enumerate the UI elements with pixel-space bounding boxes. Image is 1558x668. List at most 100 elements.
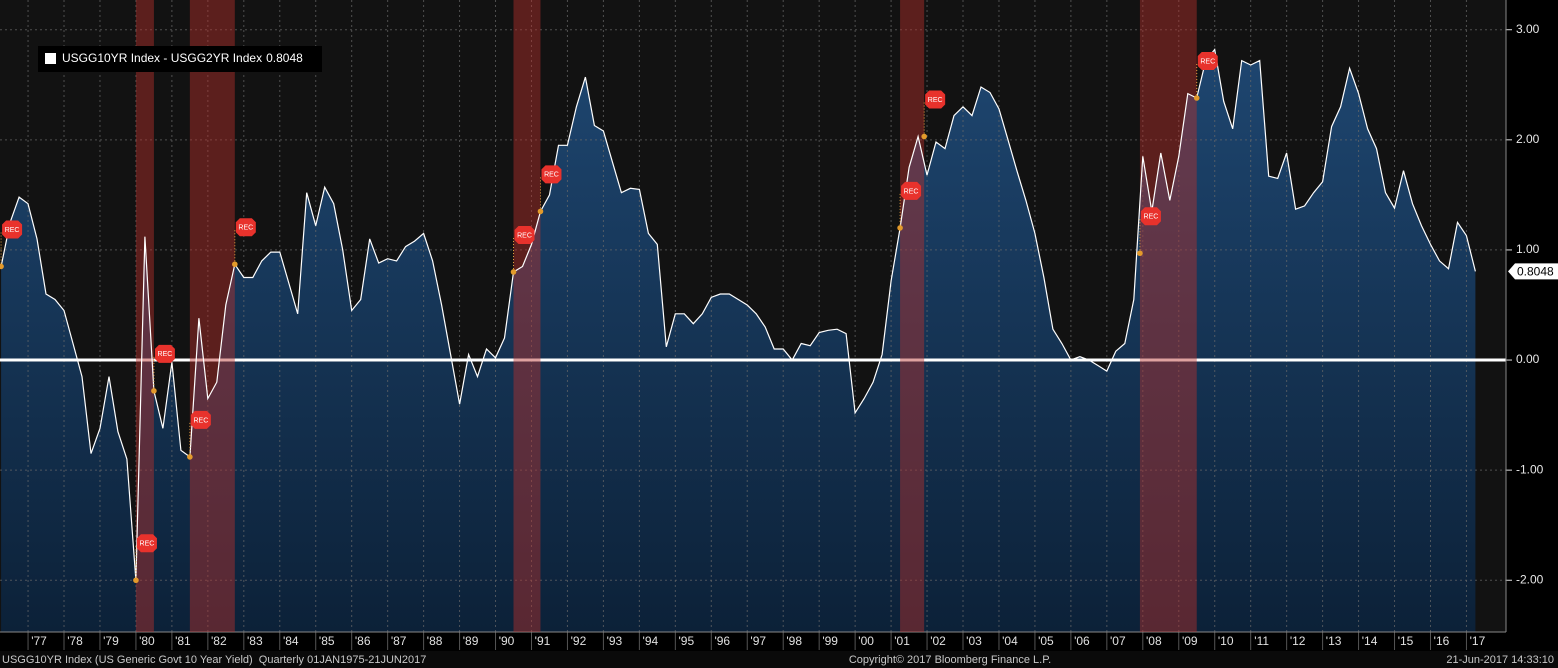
rec-flag: REC (901, 181, 922, 200)
x-tick-label: '78 (67, 634, 83, 648)
rec-flag: REC (1140, 207, 1161, 226)
rec-marker (537, 208, 544, 215)
rec-flag-shape (514, 225, 535, 244)
rec-flag-shape (901, 181, 922, 200)
x-tick-label: '07 (1110, 634, 1126, 648)
y-tick-label: 3.00 (1516, 22, 1540, 36)
x-tick-label: '08 (1146, 634, 1162, 648)
last-value-box (1508, 263, 1558, 280)
x-tick-label: '12 (1290, 634, 1306, 648)
rec-marker (921, 133, 927, 140)
rec-flag-shape (541, 165, 562, 184)
legend-swatch (45, 53, 56, 64)
rec-marker (133, 577, 139, 584)
x-tick-label: '17 (1470, 634, 1486, 648)
rec-label: REC (928, 97, 943, 104)
rec-marker (510, 269, 517, 275)
x-tick-label: '00 (858, 634, 874, 648)
rec-label: REC (5, 227, 20, 234)
x-tick-label: '84 (283, 634, 299, 648)
rec-flag: REC (235, 218, 256, 237)
rec-label: REC (158, 351, 173, 358)
rec-flag: REC (154, 344, 175, 363)
x-tick-label: '10 (1218, 634, 1234, 648)
x-tick-label: '89 (463, 634, 479, 648)
x-tick-label: '05 (1038, 634, 1054, 648)
x-tick-label: '04 (1002, 634, 1018, 648)
y-tick-label: 2.00 (1516, 132, 1540, 146)
x-tick-label: '92 (571, 634, 587, 648)
x-tick-label: '91 (535, 634, 551, 648)
y-tick-label: -1.00 (1516, 462, 1544, 476)
recession-band (1139, 0, 1197, 632)
rec-flag: REC (514, 225, 535, 244)
x-tick-label: '11 (1254, 634, 1269, 648)
rec-flag: REC (1197, 51, 1218, 70)
y-tick-label: 0.00 (1516, 352, 1540, 366)
x-tick-label: '16 (1434, 634, 1450, 648)
x-tick-label: '79 (103, 634, 119, 648)
recession-band (189, 0, 235, 632)
x-tick-label: '90 (499, 634, 515, 648)
rec-flag: REC (190, 410, 211, 429)
rec-flag: REC (541, 165, 562, 184)
rec-label: REC (517, 232, 532, 239)
rec-flag: REC (136, 534, 157, 553)
recession-band (135, 0, 154, 632)
x-tick-label: '96 (714, 634, 730, 648)
rec-label: REC (544, 172, 559, 179)
timestamp: 21-Jun-2017 14:33:10 (1446, 654, 1554, 666)
rec-flag-shape (136, 534, 157, 553)
x-tick-label: '14 (1362, 634, 1378, 648)
x-tick-label: '13 (1326, 634, 1342, 648)
x-tick-label: '09 (1182, 634, 1198, 648)
rec-flag: REC (2, 220, 23, 239)
x-tick-label: '03 (966, 634, 982, 648)
rec-label: REC (1200, 58, 1215, 65)
x-tick-label: '82 (211, 634, 227, 648)
rec-marker (1137, 250, 1143, 257)
x-tick-label: '95 (679, 634, 695, 648)
x-tick-label: '02 (930, 634, 946, 648)
recession-band (900, 0, 925, 632)
rec-flag-shape (154, 344, 175, 363)
rec-flag-shape (235, 218, 256, 237)
rec-marker (187, 454, 193, 460)
x-tick-label: '99 (822, 634, 838, 648)
x-tick-label: '80 (139, 634, 155, 648)
rec-flag-shape (190, 410, 211, 429)
y-tick-label: -2.00 (1516, 572, 1544, 586)
recession-band (513, 0, 541, 632)
legend-name: USGG10YR Index - USGG2YR Index (62, 51, 262, 65)
rec-flag-shape (2, 220, 23, 239)
rec-marker (151, 388, 157, 394)
rec-marker (0, 263, 4, 270)
x-tick-label: '93 (607, 634, 623, 648)
footnote: USGG10YR Index (US Generic Govt 10 Year … (2, 654, 426, 666)
rec-label: REC (238, 225, 253, 232)
rec-flag-shape (1140, 207, 1161, 226)
x-tick-label: '88 (427, 634, 443, 648)
x-tick-label: '83 (247, 634, 263, 648)
y-tick-label: 1.00 (1516, 242, 1540, 256)
legend-value: 0.8048 (266, 51, 303, 65)
copyright: Copyright© 2017 Bloomberg Finance L.P. (849, 654, 1051, 666)
legend-text: USGG10YR Index - USGG2YR Index 0.8048 (62, 51, 303, 65)
footer-strip (0, 651, 1558, 668)
rec-marker (232, 261, 238, 268)
rec-label: REC (140, 541, 155, 548)
rec-marker (897, 225, 903, 231)
x-tick-label: '97 (750, 634, 766, 648)
x-tick-label: '85 (319, 634, 335, 648)
legend-box (38, 46, 322, 72)
x-tick-label: '87 (391, 634, 407, 648)
rec-flag: REC (925, 90, 946, 109)
last-value-label: 0.8048 (1517, 265, 1554, 279)
x-tick-label: '77 (31, 634, 47, 648)
rec-label: REC (1144, 214, 1159, 221)
rec-label: REC (904, 188, 919, 195)
x-tick-label: '98 (786, 634, 802, 648)
rec-flag-shape (925, 90, 946, 109)
